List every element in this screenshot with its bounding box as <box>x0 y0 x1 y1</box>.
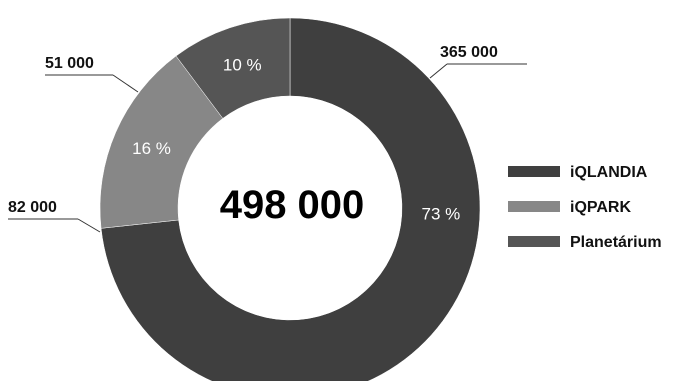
legend-swatch-planetárium <box>508 236 560 247</box>
legend-label-planetárium: Planetárium <box>570 234 662 251</box>
leader-connector-planetárium <box>112 74 139 93</box>
slice-labels: 73 % 16 % 10 % 365 000 82 000 51 000 <box>8 44 498 223</box>
donut-slices <box>99 17 481 381</box>
donut-slice-planetárium[interactable] <box>175 17 291 119</box>
donut-slice-iqlandia[interactable] <box>100 17 481 381</box>
leader-connector-iqlandia <box>429 63 448 79</box>
legend-swatch-iqpark <box>508 201 560 212</box>
legend-label-iqlandia: iQLANDIA <box>570 164 648 181</box>
percent-label-iqpark: 16 % <box>132 139 171 158</box>
leader-connector-iqpark <box>77 218 101 233</box>
legend-label-iqpark: iQPARK <box>570 199 631 216</box>
value-label-iqpark: 82 000 <box>8 199 57 216</box>
legend-swatch-iqlandia <box>508 166 560 177</box>
value-label-iqlandia: 365 000 <box>440 44 498 61</box>
value-label-planetárium: 51 000 <box>45 55 94 72</box>
percent-label-iqlandia: 73 % <box>422 204 461 223</box>
percent-label-planetárium: 10 % <box>223 56 262 75</box>
center-total-label: 498 000 <box>220 183 365 227</box>
legend[interactable]: iQLANDIA iQPARK Planetárium <box>508 164 662 251</box>
leader-lines <box>8 63 527 233</box>
